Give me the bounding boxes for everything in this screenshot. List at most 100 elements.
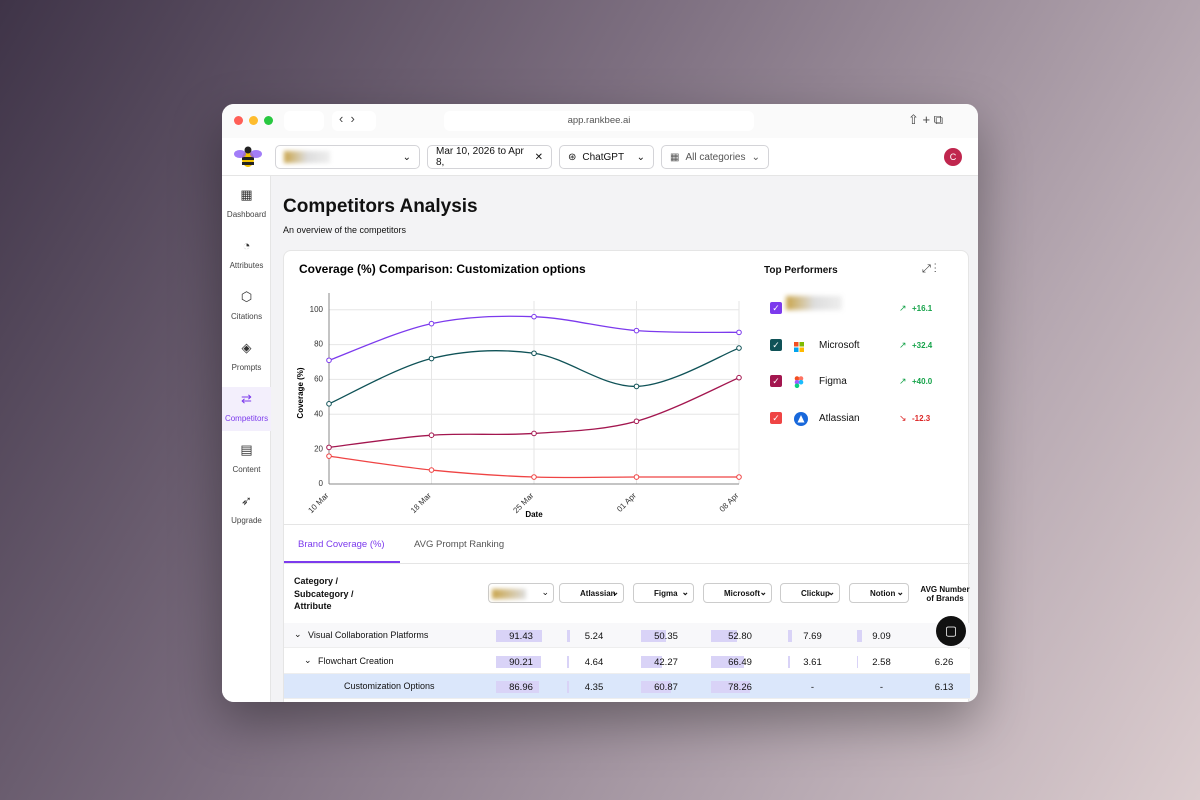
card-actions[interactable]: ⤢ ⋮ [922,263,937,275]
divider [284,563,970,564]
data-point [326,401,332,407]
nav-item[interactable]: ▦ Dashboard [222,183,271,227]
column-select[interactable]: Notion ⌄ [849,583,909,603]
table-row[interactable] [284,623,970,648]
divider [284,524,970,525]
tab[interactable]: Brand Coverage (%) [298,539,385,550]
date-range-text: Mar 10, 2026 to Apr 8, [436,146,524,168]
y-tick-label: 100 [310,305,324,314]
column-name: Atlassian [580,589,616,598]
sidebar: ▦ Dashboard ◔ Attributes ⬡ Citations ◈ Prompts ⇄… [222,176,271,702]
cell-value: 7.69 [803,631,822,642]
brand-logo [794,339,804,357]
cell-value: 6.13 [934,682,954,693]
nav-label: Competitors [224,414,269,423]
cell-value: 5.24 [584,631,604,642]
checkbox[interactable]: ✓ [770,338,782,351]
performer-name: Figma [819,376,847,387]
checkbox[interactable]: ✓ [770,302,782,314]
avatar[interactable]: C [944,148,962,166]
brand-select[interactable]: ⌄ [275,145,420,169]
y-tick-label: 80 [314,340,323,349]
x-tick-label: 10 Mar [306,491,330,515]
column-select[interactable]: Atlassian ⌄ [559,583,624,603]
page-title: Competitors Analysis [283,196,478,217]
expand-chevron[interactable]: ⌄ [294,629,302,639]
nav-icon: ◈ [241,340,252,355]
trend-icon: ↗ [899,376,907,386]
nav-icon: ▤ [240,442,253,457]
model-text: ChatGPT [582,151,625,163]
browser-window: ‹ › app.rankbee.ai ⇧ + ⧉ ⌄ Mar 10, 2026 … [222,104,978,702]
nav-item[interactable]: ▤ Content [222,438,271,482]
cell-value: 66.49 [728,656,752,668]
column-select[interactable]: Microsoft ⌄ [703,583,772,603]
nav-icon: ➶ [241,493,252,508]
nav-item[interactable]: ➶ Upgrade [222,489,271,533]
data-point [736,374,742,381]
nav-label: Citations [230,312,263,321]
cell-value: 52.80 [728,631,752,642]
table-row[interactable] [284,674,970,699]
data-point [428,355,435,362]
card: Coverage (%) Comparison: Customization o… [283,250,970,702]
checkbox[interactable]: ✓ [770,375,782,387]
nav-icon: ▦ [240,187,253,202]
y-tick-label: 20 [314,444,323,453]
coverage-bar [788,655,790,668]
column-name: Figma [654,589,678,598]
y-axis-label: Coverage (%) [296,367,305,418]
data-point [736,329,742,336]
minimize-button[interactable] [249,116,258,125]
x-tick-label: 08 Apr [718,491,741,514]
performer-row[interactable]: ✓ Figma ↗ +40.0 [770,374,950,390]
blurred-brand [492,589,526,599]
top-performers-title: Top Performers [764,265,838,276]
tab[interactable]: AVG Prompt Ranking [414,539,505,550]
cell-value: 90.21 [509,656,533,668]
nav-item[interactable]: ◔ Attributes [222,234,271,278]
sidebar-toggle[interactable] [284,111,324,131]
zoom-button[interactable] [264,116,273,125]
column-name: Clickup [801,589,830,598]
checkbox[interactable]: ✓ [770,411,782,424]
coverage-bar [788,630,792,642]
y-tick-label: 60 [314,375,323,384]
trend-icon: ↗ [899,303,907,313]
performer-row[interactable]: ✓ Microsoft ↗ +32.4 [770,338,950,354]
cell-value: 6.26 [934,656,954,668]
nav-item[interactable]: ◈ Prompts [222,336,271,380]
nav-icon: ⬡ [240,289,253,304]
row-label: Flowchart Creation [318,655,394,666]
column-header: AVG Number of Brands [920,585,970,603]
row-label: Customization Options [344,681,435,691]
column-select[interactable]: Figma ⌄ [633,583,694,603]
expand-chevron[interactable]: ⌄ [304,654,312,665]
nav-label: Attributes [229,261,264,270]
coverage-bar [567,681,570,693]
date-range[interactable]: Mar 10, 2026 to Apr 8, ✕ [427,145,552,169]
y-tick-label: 40 [314,409,323,418]
performer-row[interactable]: ✓ Atlassian ↘ -12.3 [770,411,950,427]
x-tick-label: 18 Mar [409,491,433,515]
browser-actions[interactable]: ⇧ + ⧉ [908,112,943,127]
nav-buttons[interactable]: ‹ › [332,111,376,131]
nav-item[interactable]: ⇄ Competitors [222,387,271,431]
data-point [326,444,332,451]
y-tick-label: 0 [319,479,324,488]
performer-row[interactable]: ✓ ↗ +16.1 [770,296,950,317]
coverage-bar [711,655,745,668]
column-select[interactable]: Clickup ⌄ [780,583,840,603]
coverage-bar [567,655,570,668]
nav-label: Content [232,465,261,474]
close-button[interactable] [234,116,243,125]
chat-button[interactable]: ▢ [936,616,966,646]
address-bar[interactable]: app.rankbee.ai [444,111,754,131]
table-row[interactable] [284,648,970,674]
x-axis-label: Date [525,510,543,519]
model-select[interactable]: ⊛ ChatGPT ⌄ [559,145,654,169]
category-select[interactable]: ▦ All categories ⌄ [661,145,769,169]
nav-item[interactable]: ⬡ Citations [222,285,271,329]
chevron: ⌄ [896,587,904,597]
column-select[interactable]: ⌄ [488,583,554,603]
